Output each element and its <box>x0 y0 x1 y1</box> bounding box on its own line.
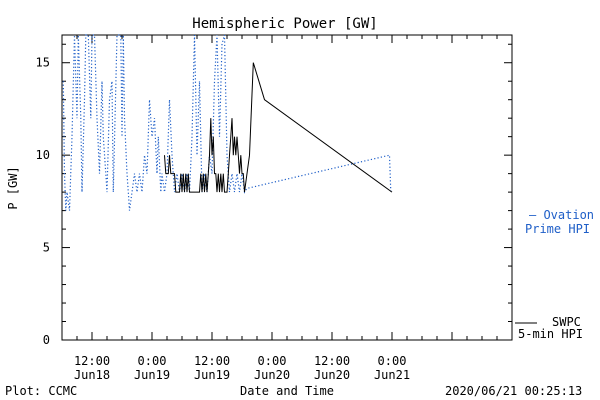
series-layer <box>62 34 393 211</box>
y-tick-label: 15 <box>36 56 50 70</box>
plot-frame <box>61 34 513 341</box>
legend-ovation-line2: Prime HPI <box>525 222 590 236</box>
plot-timestamp: 2020/06/21 00:25:13 <box>445 384 582 398</box>
series-line-ovation-prime-hpi <box>62 34 392 211</box>
x-axis-label: Date and Time <box>240 384 334 398</box>
chart-title: Hemispheric Power [GW] <box>192 16 377 32</box>
legend-swpc-line1: SWPC <box>552 315 581 329</box>
x-tick-label-time: 12:00 <box>314 354 350 368</box>
x-tick-label-time: 0:00 <box>378 354 407 368</box>
y-tick-label: 5 <box>43 241 50 255</box>
x-axis: 12:00Jun180:00Jun1912:00Jun190:00Jun2012… <box>61 35 513 382</box>
x-tick-label-date: Jun19 <box>194 368 230 382</box>
x-tick-label-date: Jun18 <box>74 368 110 382</box>
x-tick-label-time: 12:00 <box>194 354 230 368</box>
plot-credit: Plot: CCMC <box>5 384 77 398</box>
y-axis-label: P [GW] <box>6 166 20 209</box>
x-tick-label-date: Jun21 <box>374 368 410 382</box>
y-tick-label: 0 <box>43 333 50 347</box>
x-tick-label-date: Jun19 <box>134 368 170 382</box>
legend-swpc: SWPC 5-min HPI <box>515 315 583 341</box>
x-tick-label-time: 0:00 <box>258 354 287 368</box>
x-tick-label-time: 12:00 <box>74 354 110 368</box>
legend-swpc-line2: 5-min HPI <box>518 327 583 341</box>
x-tick-label-date: Jun20 <box>254 368 290 382</box>
x-tick-label-time: 0:00 <box>138 354 167 368</box>
legend-ovation: — Ovation Prime HPI <box>525 208 594 236</box>
series-line-swpc-5-min-hpi <box>164 62 393 193</box>
y-axis: 0 5 10 15 <box>36 43 512 347</box>
y-tick-label: 10 <box>36 148 50 162</box>
legend-ovation-line1: — Ovation <box>529 208 594 222</box>
x-tick-label-date: Jun20 <box>314 368 350 382</box>
